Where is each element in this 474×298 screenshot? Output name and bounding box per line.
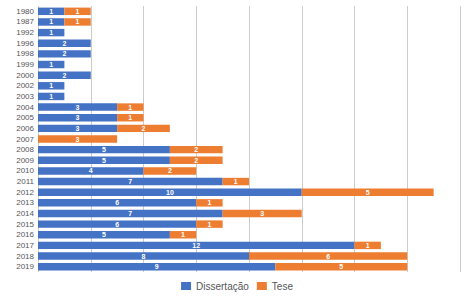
svg-text:1: 1 xyxy=(207,221,211,228)
svg-text:6: 6 xyxy=(326,253,330,260)
svg-text:2014: 2014 xyxy=(16,209,34,218)
svg-text:3: 3 xyxy=(260,210,264,217)
svg-text:2: 2 xyxy=(62,40,66,47)
svg-text:2019: 2019 xyxy=(16,262,34,271)
svg-text:5: 5 xyxy=(339,263,343,270)
svg-text:2015: 2015 xyxy=(16,220,34,229)
svg-text:3: 3 xyxy=(76,104,80,111)
svg-text:10: 10 xyxy=(166,189,174,196)
svg-text:1980: 1980 xyxy=(16,7,34,16)
svg-text:2005: 2005 xyxy=(16,113,34,122)
svg-text:2002: 2002 xyxy=(16,81,34,90)
svg-text:1: 1 xyxy=(49,82,53,89)
svg-text:2012: 2012 xyxy=(16,188,34,197)
svg-text:Tese: Tese xyxy=(272,281,294,292)
svg-text:1987: 1987 xyxy=(16,17,34,26)
svg-text:1996: 1996 xyxy=(16,39,34,48)
svg-text:3: 3 xyxy=(76,136,80,143)
svg-text:2: 2 xyxy=(62,72,66,79)
svg-text:2018: 2018 xyxy=(16,252,34,261)
svg-text:5: 5 xyxy=(102,231,106,238)
svg-text:6: 6 xyxy=(115,221,119,228)
svg-text:2009: 2009 xyxy=(16,156,34,165)
svg-text:2017: 2017 xyxy=(16,241,34,250)
svg-text:2010: 2010 xyxy=(16,166,34,175)
svg-text:Dissertação: Dissertação xyxy=(196,281,249,292)
svg-text:1: 1 xyxy=(49,61,53,68)
svg-text:1: 1 xyxy=(366,242,370,249)
svg-text:1: 1 xyxy=(76,18,80,25)
svg-text:1: 1 xyxy=(207,199,211,206)
svg-text:9: 9 xyxy=(155,263,159,270)
svg-text:7: 7 xyxy=(128,178,132,185)
svg-text:1: 1 xyxy=(49,18,53,25)
svg-text:4: 4 xyxy=(89,167,93,174)
svg-text:1992: 1992 xyxy=(16,28,34,37)
svg-text:2007: 2007 xyxy=(16,135,34,144)
svg-text:8: 8 xyxy=(142,253,146,260)
svg-text:1: 1 xyxy=(128,114,132,121)
svg-text:2: 2 xyxy=(194,157,198,164)
svg-text:2000: 2000 xyxy=(16,71,34,80)
svg-text:5: 5 xyxy=(102,157,106,164)
svg-text:1: 1 xyxy=(234,178,238,185)
svg-text:3: 3 xyxy=(76,114,80,121)
svg-text:1: 1 xyxy=(49,8,53,15)
svg-text:2: 2 xyxy=(168,167,172,174)
svg-text:1: 1 xyxy=(128,104,132,111)
svg-text:2013: 2013 xyxy=(16,198,34,207)
svg-text:7: 7 xyxy=(128,210,132,217)
svg-text:6: 6 xyxy=(115,199,119,206)
svg-text:2011: 2011 xyxy=(17,177,35,186)
svg-text:2016: 2016 xyxy=(16,230,34,239)
svg-text:1: 1 xyxy=(49,93,53,100)
svg-text:2: 2 xyxy=(142,125,146,132)
svg-text:3: 3 xyxy=(76,125,80,132)
svg-text:1999: 1999 xyxy=(16,60,34,69)
svg-text:1: 1 xyxy=(49,29,53,36)
svg-text:1: 1 xyxy=(181,231,185,238)
svg-text:5: 5 xyxy=(102,146,106,153)
svg-text:12: 12 xyxy=(192,242,200,249)
svg-text:2: 2 xyxy=(194,146,198,153)
svg-text:2003: 2003 xyxy=(16,92,34,101)
svg-text:2004: 2004 xyxy=(16,103,34,112)
svg-text:2008: 2008 xyxy=(16,145,34,154)
svg-text:2006: 2006 xyxy=(16,124,34,133)
svg-text:1: 1 xyxy=(76,8,80,15)
svg-text:1998: 1998 xyxy=(16,49,34,58)
svg-text:2: 2 xyxy=(62,50,66,57)
svg-text:5: 5 xyxy=(366,189,370,196)
